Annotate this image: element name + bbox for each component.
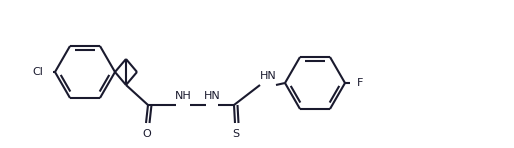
Text: HN: HN [260, 71, 277, 81]
Text: S: S [232, 129, 240, 139]
Text: O: O [142, 129, 152, 139]
Text: HN: HN [204, 91, 221, 101]
Text: Cl: Cl [32, 67, 43, 77]
Text: NH: NH [175, 91, 191, 101]
Text: F: F [357, 78, 363, 88]
